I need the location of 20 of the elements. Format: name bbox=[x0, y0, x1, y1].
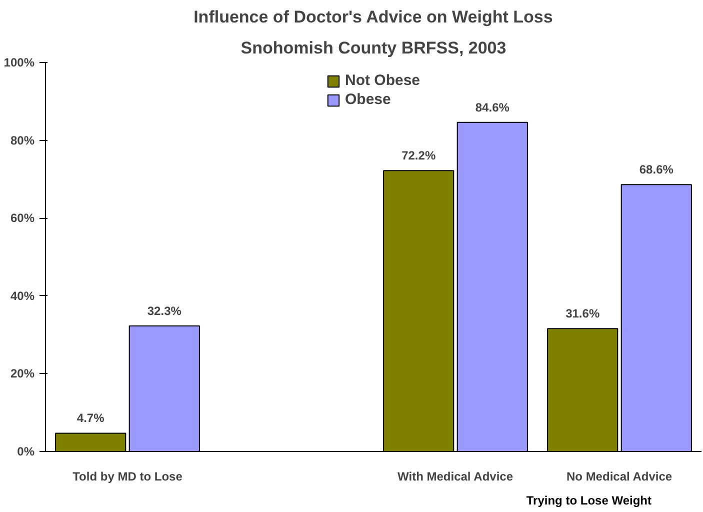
data-label: 31.6% bbox=[566, 306, 600, 321]
legend-label: Not Obese bbox=[344, 72, 420, 89]
x-tick-label: With Medical Advice bbox=[398, 470, 514, 484]
data-label: 4.7% bbox=[76, 411, 105, 426]
chart-subtitle: Snohomish County BRFSS, 2003 bbox=[240, 38, 506, 58]
text: Trying to Lose Weight bbox=[526, 494, 652, 508]
x-tick-label: No Medical Advice bbox=[566, 470, 672, 484]
legend-label: Obese bbox=[344, 91, 391, 108]
y-tick-label: 80% bbox=[10, 133, 35, 148]
y-tick-label: 100% bbox=[4, 56, 35, 70]
y-tick-label: 60% bbox=[10, 211, 35, 226]
y-tick-label: 0% bbox=[17, 444, 35, 458]
chart-title: Influence of Doctor's Advice on Weight Loss bbox=[194, 8, 553, 26]
y-tick-label: 40% bbox=[10, 288, 35, 303]
y-tick-label: 20% bbox=[10, 366, 35, 381]
data-label: 32.3% bbox=[147, 304, 182, 318]
data-label: 84.6% bbox=[475, 100, 510, 114]
x-tick-label: Told by MD to Lose bbox=[72, 470, 183, 484]
data-label: 72.2% bbox=[402, 148, 436, 163]
data-label: 68.6% bbox=[639, 162, 674, 177]
